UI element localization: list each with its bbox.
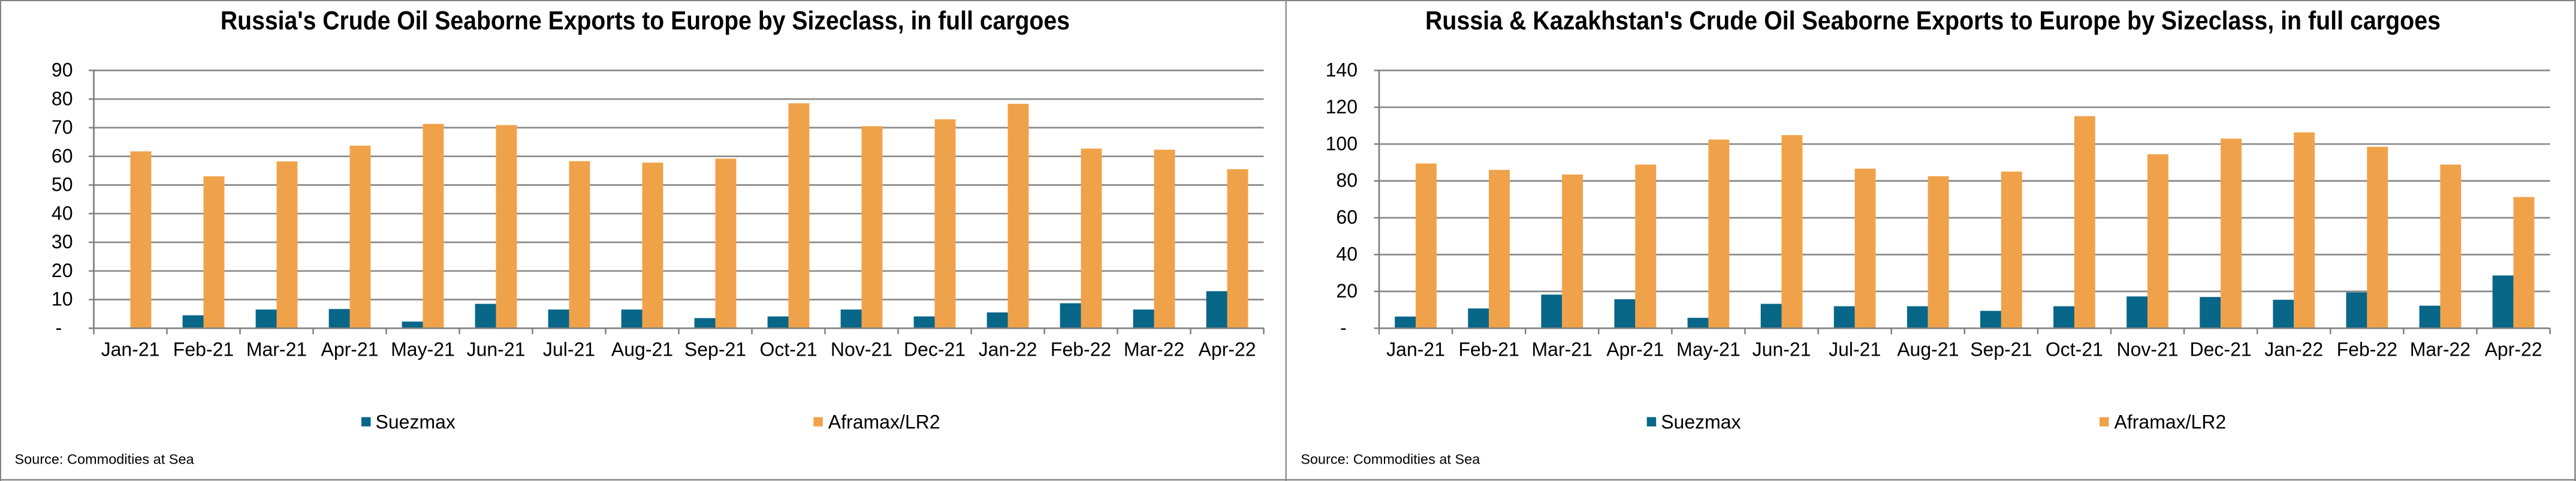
svg-text:40: 40 — [1336, 243, 1358, 265]
svg-text:70: 70 — [52, 116, 73, 138]
svg-text:Jun-21: Jun-21 — [1752, 339, 1811, 360]
svg-text:60: 60 — [1336, 206, 1358, 228]
svg-text:Feb-22: Feb-22 — [1051, 339, 1111, 360]
svg-text:Jul-21: Jul-21 — [543, 339, 595, 360]
svg-text:Nov-21: Nov-21 — [2117, 339, 2179, 360]
svg-text:Source: Commodities at Sea: Source: Commodities at Sea — [15, 451, 195, 467]
svg-text:Oct-21: Oct-21 — [759, 339, 817, 360]
svg-text:Apr-22: Apr-22 — [2485, 339, 2542, 360]
svg-text:Jan-22: Jan-22 — [2264, 339, 2323, 360]
svg-text:Russia's Crude Oil Seaborne Ex: Russia's Crude Oil Seaborne Exports to E… — [221, 6, 1070, 35]
svg-text:Mar-22: Mar-22 — [1124, 339, 1184, 360]
svg-text:50: 50 — [52, 174, 73, 196]
svg-text:Mar-21: Mar-21 — [246, 339, 307, 360]
svg-text:30: 30 — [52, 231, 73, 252]
svg-text:Jan-22: Jan-22 — [979, 339, 1037, 360]
svg-text:10: 10 — [52, 288, 73, 310]
svg-text:Oct-21: Oct-21 — [2046, 339, 2103, 360]
svg-text:140: 140 — [1326, 59, 1358, 81]
svg-text:Nov-21: Nov-21 — [831, 339, 892, 360]
svg-text:Sep-21: Sep-21 — [684, 339, 746, 360]
svg-text:Mar-21: Mar-21 — [1532, 339, 1592, 360]
svg-text:Jun-21: Jun-21 — [467, 339, 526, 360]
svg-text:100: 100 — [1326, 133, 1358, 154]
svg-text:Mar-22: Mar-22 — [2410, 339, 2471, 360]
svg-text:20: 20 — [1336, 280, 1358, 302]
svg-text:Suezmax: Suezmax — [376, 411, 456, 432]
svg-text:Apr-22: Apr-22 — [1198, 339, 1256, 360]
svg-text:Aframax/LR2: Aframax/LR2 — [2115, 411, 2227, 432]
svg-text:Suezmax: Suezmax — [1661, 411, 1741, 432]
svg-text:120: 120 — [1326, 96, 1358, 118]
svg-text:Feb-22: Feb-22 — [2337, 339, 2397, 360]
svg-text:Aframax/LR2: Aframax/LR2 — [828, 411, 940, 432]
svg-text:90: 90 — [52, 59, 73, 81]
svg-text:May-21: May-21 — [1676, 339, 1741, 360]
svg-text:Apr-21: Apr-21 — [1606, 339, 1664, 360]
svg-text:Russia & Kazakhstan's Crude Oi: Russia & Kazakhstan's Crude Oil Seaborne… — [1425, 6, 2441, 35]
svg-text:Source: Commodities at Sea: Source: Commodities at Sea — [1301, 451, 1480, 467]
svg-text:-: - — [56, 317, 62, 338]
svg-text:Dec-21: Dec-21 — [2190, 339, 2252, 360]
svg-text:Apr-21: Apr-21 — [321, 339, 378, 360]
svg-text:80: 80 — [1336, 170, 1358, 191]
svg-text:Aug-21: Aug-21 — [1897, 339, 1959, 360]
svg-text:Feb-21: Feb-21 — [1459, 339, 1519, 360]
svg-text:May-21: May-21 — [391, 339, 455, 360]
svg-text:Jan-21: Jan-21 — [101, 339, 160, 360]
svg-text:Dec-21: Dec-21 — [904, 339, 966, 360]
svg-text:Feb-21: Feb-21 — [173, 339, 234, 360]
svg-text:40: 40 — [52, 202, 73, 224]
svg-text:Sep-21: Sep-21 — [1970, 339, 2032, 360]
svg-text:20: 20 — [52, 260, 73, 281]
svg-text:-: - — [1340, 317, 1347, 338]
svg-text:60: 60 — [52, 145, 73, 167]
svg-text:Jul-21: Jul-21 — [1829, 339, 1881, 360]
svg-text:Jan-21: Jan-21 — [1386, 339, 1445, 360]
svg-text:80: 80 — [52, 88, 73, 109]
svg-text:Aug-21: Aug-21 — [611, 339, 673, 360]
